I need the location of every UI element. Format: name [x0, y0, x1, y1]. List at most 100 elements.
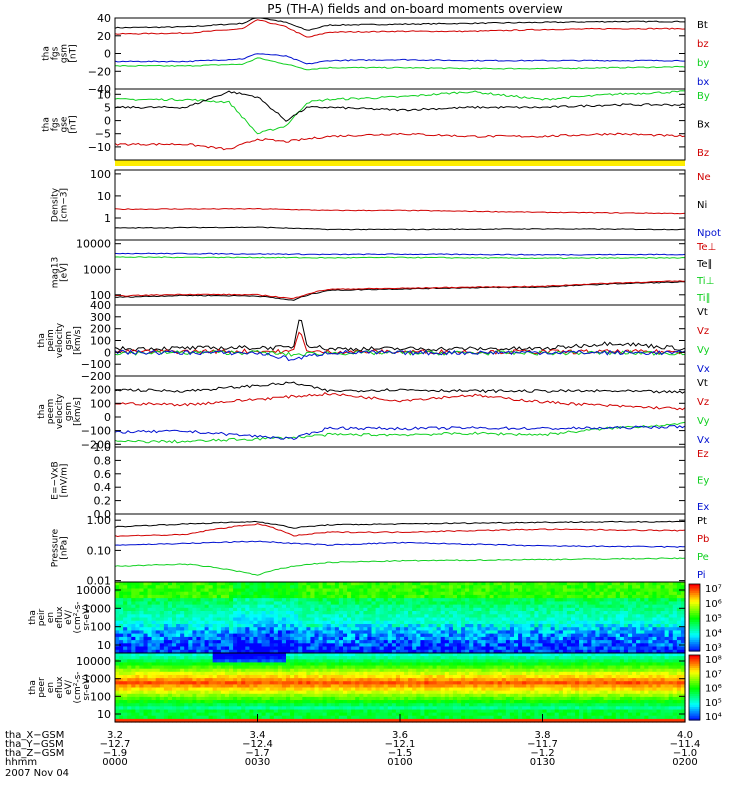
spectrogram-cell: [115, 617, 120, 622]
spectrogram-cell: [212, 649, 218, 654]
spectrogram-cell: [546, 627, 552, 631]
spectrogram-cell: [172, 604, 177, 609]
spectrogram-cell: [387, 617, 393, 622]
spectrogram-cell: [420, 630, 426, 635]
spectrogram-cell: [139, 627, 145, 631]
spectrogram-cell: [461, 627, 466, 631]
spectrogram-cell: [489, 633, 495, 638]
spectrogram-cell: [395, 633, 401, 638]
spectrogram-cell: [277, 627, 283, 631]
spectrogram-cell: [290, 646, 295, 651]
spectrogram-cell: [322, 715, 328, 720]
spectrogram-cell: [119, 617, 124, 622]
spectrogram-cell: [334, 633, 340, 638]
spectrogram-cell: [163, 604, 169, 609]
spectrogram-cell: [245, 675, 250, 679]
spectrogram-cell: [131, 706, 136, 710]
spectrogram-cell: [167, 684, 173, 689]
spectrogram-cell: [257, 646, 263, 651]
spectrogram-cell: [526, 591, 531, 596]
spectrogram-cell: [566, 614, 572, 619]
spectrogram-cell: [404, 706, 409, 710]
spectrogram-cell: [619, 604, 625, 609]
spectrogram-cell: [233, 715, 238, 720]
spectrogram-cell: [172, 687, 177, 692]
spectrogram-cell: [538, 646, 544, 651]
spectrogram-cell: [298, 690, 303, 695]
spectrogram-cell: [184, 601, 189, 606]
spectrogram-cell: [530, 640, 535, 644]
spectrogram-cell: [619, 643, 625, 648]
colorbar-frame: [688, 583, 701, 652]
spectrogram-cell: [652, 646, 658, 651]
spectrogram-cell: [400, 624, 405, 628]
spectrogram-cell: [281, 687, 287, 692]
spectrogram-cell: [355, 709, 360, 714]
spectrogram-cell: [501, 636, 507, 641]
spectrogram-cell: [298, 662, 303, 667]
spectrogram-cell: [546, 582, 552, 586]
spectrogram-cell: [273, 668, 279, 673]
spectrogram-cell: [200, 659, 206, 663]
spectrogram-cell: [281, 594, 287, 599]
spectrogram-cell: [306, 591, 312, 596]
spectrogram-cell: [330, 636, 336, 641]
spectrogram-cell: [273, 627, 279, 631]
spectrogram-cell: [196, 614, 202, 619]
spectrogram-cell: [416, 627, 421, 631]
spectrogram-cell: [257, 611, 263, 615]
spectrogram-cell: [131, 607, 136, 612]
spectrogram-cell: [310, 665, 316, 670]
spectrogram-cell: [163, 712, 169, 717]
spectrogram-cell: [135, 614, 141, 619]
spectrogram-cell: [623, 601, 629, 606]
y-axis-label: Density: [51, 187, 61, 222]
spectrogram-cell: [591, 617, 597, 622]
spectrogram-cell: [436, 630, 442, 635]
spectrogram-cell: [355, 684, 360, 689]
spectrogram-cell: [664, 585, 670, 589]
spectrogram-cell: [534, 614, 540, 619]
spectrogram-cell: [481, 591, 487, 596]
y-tick-label: 100: [90, 397, 111, 410]
spectrogram-cell: [192, 604, 198, 609]
spectrogram-cell: [237, 690, 242, 695]
spectrogram-cell: [163, 696, 169, 701]
spectrogram-cell: [558, 649, 564, 654]
spectrogram-cell: [192, 601, 198, 606]
colorbar-cell: [689, 635, 700, 639]
spectrogram-cell: [351, 611, 356, 615]
spectrogram-cell: [493, 604, 499, 609]
spectrogram-cell: [318, 636, 324, 641]
spectrogram-cell: [355, 611, 360, 615]
y-tick-label: 1.0: [94, 441, 112, 454]
spectrogram-cell: [294, 601, 299, 606]
spectrogram-cell: [330, 624, 336, 628]
spectrogram-cell: [493, 611, 499, 615]
spectrogram-cell: [233, 649, 238, 654]
spectrogram-cell: [469, 617, 474, 622]
spectrogram-cell: [188, 681, 193, 685]
spectrogram-cell: [294, 690, 299, 695]
colorbar-cell: [689, 613, 700, 616]
spectrogram-cell: [131, 614, 136, 619]
colorbar-cell: [689, 588, 700, 592]
spectrogram-cell: [273, 604, 279, 609]
spectrogram-cell: [306, 693, 312, 698]
spectrogram-cell: [359, 601, 364, 606]
spectrogram-cell: [371, 678, 377, 682]
spectrogram-cell: [212, 709, 218, 714]
spectrogram-cell: [200, 715, 206, 720]
spectrogram-cell: [290, 614, 295, 619]
spectrogram-cell: [180, 671, 185, 676]
spectrogram-cell: [237, 611, 242, 615]
spectrogram-cell: [286, 611, 291, 615]
spectrogram-cell: [310, 614, 316, 619]
spectrogram-cell: [477, 604, 483, 609]
spectrogram-cell: [119, 611, 124, 615]
spectrogram-cell: [176, 604, 181, 609]
spectrogram-cell: [123, 665, 128, 670]
spectrogram-cell: [489, 591, 495, 596]
spectrogram-cell: [290, 601, 295, 606]
spectrogram-cell: [233, 591, 238, 596]
